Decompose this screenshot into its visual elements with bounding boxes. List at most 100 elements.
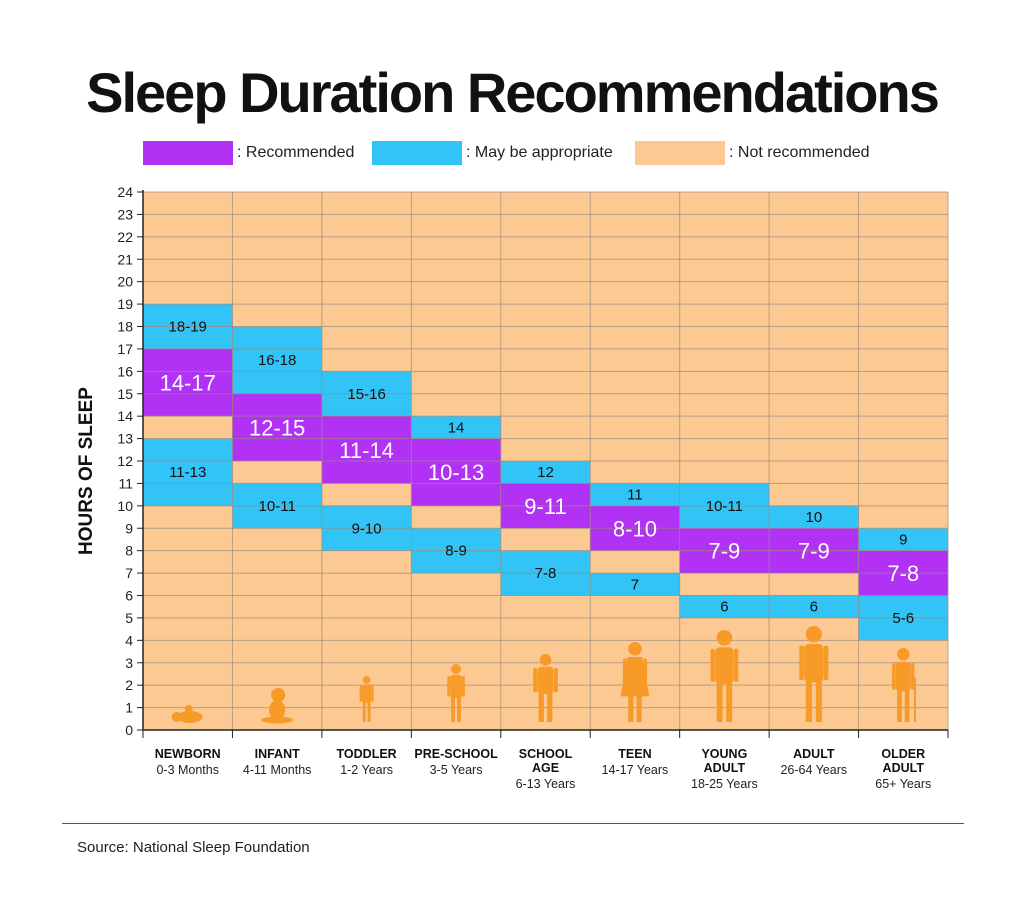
- recommended-label: 11-14: [339, 438, 394, 463]
- may-be-appropriate-band: [143, 438, 233, 506]
- may-be-appropriate-band: [411, 416, 501, 439]
- category-age: 1-2 Years: [340, 763, 393, 777]
- y-tick-label: 1: [125, 700, 133, 716]
- may-be-appropriate-label: 5-6: [892, 610, 914, 627]
- silhouette-arm: [892, 663, 896, 690]
- adult-icon: [799, 626, 829, 722]
- silhouette-leg: [261, 716, 294, 724]
- category-age: 18-25 Years: [691, 777, 758, 791]
- silhouette-arm: [462, 675, 465, 697]
- page-title: Sleep Duration Recommendations: [86, 61, 940, 124]
- recommended-label: 9-11: [524, 494, 566, 519]
- may-be-appropriate-band: [590, 483, 680, 506]
- silhouette-leg: [726, 680, 733, 722]
- silhouette-head: [271, 688, 286, 702]
- category-age: 14-17 Years: [602, 763, 669, 777]
- may-be-appropriate-label: 10-11: [706, 498, 743, 515]
- silhouette-head: [805, 626, 822, 643]
- preschooler-icon: [447, 664, 465, 722]
- silhouette-arm: [910, 663, 915, 690]
- category-age: 26-64 Years: [780, 763, 847, 777]
- young-adult-icon: [710, 630, 739, 722]
- recommended-label: 14-17: [160, 371, 216, 396]
- silhouette-leg: [362, 701, 366, 722]
- category-name: YOUNG: [701, 747, 747, 761]
- category-name: AGE: [532, 761, 559, 775]
- category-name: ADULT: [793, 747, 835, 761]
- category-name: OLDER: [881, 747, 925, 761]
- older-adult-icon: [892, 648, 916, 722]
- silhouette-arm: [553, 667, 558, 693]
- legend-label-may-be-appropriate: : May be appropriate: [466, 144, 613, 161]
- silhouette-hand: [184, 705, 193, 713]
- silhouette-arm: [733, 648, 739, 682]
- y-tick-label: 18: [117, 319, 133, 335]
- may-be-appropriate-label: 7: [631, 576, 639, 593]
- silhouette-arm: [533, 667, 538, 693]
- recommended-band: [143, 348, 233, 417]
- silhouette-leg: [538, 691, 544, 722]
- silhouette-head: [896, 648, 910, 661]
- recommended-label: 7-8: [887, 561, 919, 586]
- may-be-appropriate-label: 18-19: [169, 319, 207, 336]
- recommended-band: [411, 438, 501, 506]
- silhouette-leg: [367, 701, 371, 722]
- silhouette-arm: [643, 658, 648, 688]
- silhouette-head: [362, 676, 371, 684]
- recommended-band: [321, 416, 412, 484]
- silhouette-leg: [636, 686, 642, 722]
- category-age: 6-13 Years: [516, 777, 576, 791]
- silhouette-arm: [359, 685, 362, 702]
- silhouette-leg: [451, 695, 455, 722]
- y-tick-label: 22: [117, 229, 133, 245]
- may-be-appropriate-label: 7-8: [535, 565, 557, 582]
- silhouette-head: [716, 630, 733, 646]
- silhouette-body: [362, 684, 372, 704]
- may-be-appropriate-label: 10: [805, 509, 822, 526]
- y-tick-label: 23: [117, 206, 133, 222]
- y-tick-label: 19: [117, 296, 133, 312]
- y-tick-label: 24: [117, 184, 133, 200]
- y-tick-label: 3: [125, 655, 133, 671]
- category-name: PRE-SCHOOL: [414, 747, 498, 761]
- silhouette-head: [539, 654, 552, 666]
- category-name: INFANT: [255, 747, 301, 761]
- y-tick-label: 15: [117, 386, 133, 402]
- silhouette-leg: [457, 695, 461, 722]
- may-be-appropriate-label: 9: [899, 531, 907, 548]
- y-tick-label: 12: [117, 453, 133, 469]
- may-be-appropriate-label: 6: [810, 599, 818, 616]
- silhouette-leg: [815, 678, 822, 722]
- category-age: 65+ Years: [875, 777, 931, 791]
- source-divider: [62, 823, 964, 824]
- silhouette-arm: [823, 645, 829, 681]
- silhouette-body: [269, 700, 286, 720]
- silhouette-leg: [904, 688, 910, 722]
- y-tick-label: 5: [125, 610, 133, 626]
- may-be-appropriate-label: 12: [537, 464, 554, 481]
- category-name: TODDLER: [337, 747, 397, 761]
- y-tick-label: 16: [117, 363, 133, 379]
- may-be-appropriate-label: 11: [627, 487, 643, 504]
- silhouette-body: [715, 647, 734, 685]
- category-name: TEEN: [618, 747, 651, 761]
- y-tick-label: 7: [125, 565, 133, 581]
- silhouette-cane: [913, 677, 916, 722]
- y-axis-label: HOURS OF SLEEP: [76, 387, 97, 555]
- y-tick-label: 17: [117, 341, 133, 357]
- y-tick-label: 10: [117, 498, 133, 514]
- silhouette-leg: [716, 680, 723, 722]
- y-tick-label: 4: [125, 632, 133, 648]
- y-tick-label: 14: [117, 408, 133, 424]
- category-age: 0-3 Months: [156, 763, 219, 777]
- silhouette-body: [804, 643, 824, 683]
- source-note: Source: National Sleep Foundation: [77, 839, 310, 856]
- legend-label-recommended: : Recommended: [237, 144, 355, 161]
- silhouette-leg: [897, 688, 902, 722]
- y-tick-label: 8: [125, 543, 133, 559]
- may-be-appropriate-label: 15-16: [347, 386, 385, 403]
- silhouette-body: [620, 656, 650, 697]
- category-age: 4-11 Months: [243, 763, 312, 777]
- may-be-appropriate-label: 14: [448, 419, 465, 436]
- silhouette-arm: [622, 658, 627, 688]
